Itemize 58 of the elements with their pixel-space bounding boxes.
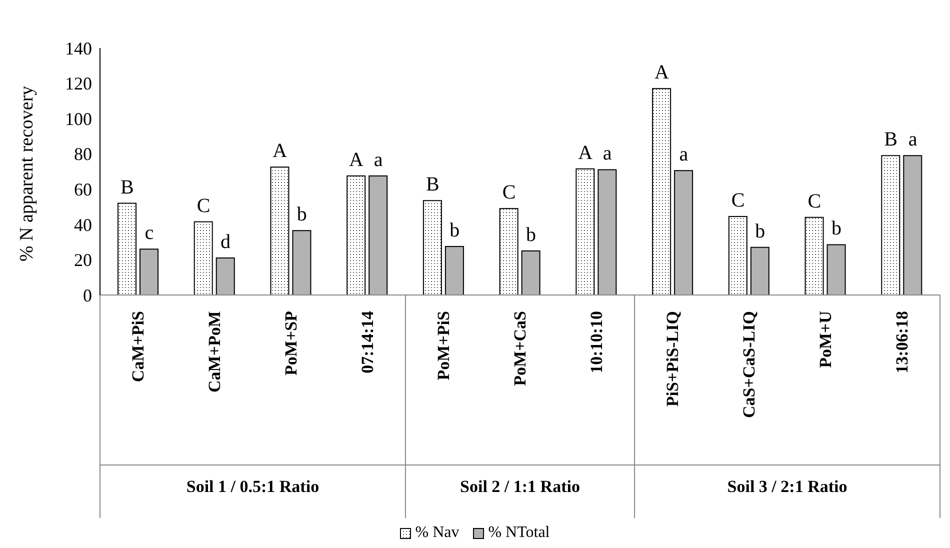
annotation: A xyxy=(349,148,364,171)
y-tick-label: 120 xyxy=(65,74,92,94)
annotation: a xyxy=(679,144,688,166)
annotation: B xyxy=(426,174,440,196)
annotation: b xyxy=(831,218,842,240)
legend-label: % Nav xyxy=(414,524,460,542)
bar xyxy=(903,155,922,295)
x-tick-label: PiS+PiS-LIQ xyxy=(663,311,682,407)
x-tick-label: CaM+PiS xyxy=(128,311,148,382)
bar xyxy=(140,248,158,295)
y-tick-label: 140 xyxy=(65,38,92,58)
annotation: B xyxy=(120,176,134,198)
annotation: a xyxy=(602,142,612,165)
x-tick-label: PoM+PiS xyxy=(434,311,454,380)
annotation: c xyxy=(144,222,154,244)
text: Soil 3 / 2:1 Ratio xyxy=(727,477,848,496)
x-tick-label: 10:10:10 xyxy=(586,311,606,374)
annotation: C xyxy=(196,194,210,217)
annotation: a xyxy=(908,128,918,151)
y-tick-label: 40 xyxy=(74,214,92,235)
bar xyxy=(292,230,312,295)
bar xyxy=(674,170,694,295)
annotation: C xyxy=(731,189,745,212)
annotation: b xyxy=(450,219,460,242)
annotation: A xyxy=(578,142,594,164)
annotation: B xyxy=(884,128,898,151)
bar xyxy=(368,175,388,295)
annotation: C xyxy=(502,182,516,204)
text: Soil 1 / 0.5:1 Ratio xyxy=(186,477,320,496)
x-tick-label: PoM+SP xyxy=(281,311,300,376)
annotation: b xyxy=(755,220,766,242)
annotation: a xyxy=(374,148,383,171)
y-tick-label: 100 xyxy=(65,108,92,129)
bar xyxy=(444,246,464,295)
bar xyxy=(521,250,540,295)
annotation: b xyxy=(296,204,307,226)
x-tick-label: 13:06:18 xyxy=(892,311,912,374)
text: Soil 2 / 1:1 Ratio xyxy=(460,477,580,496)
x-tick-label: 07:14:14 xyxy=(358,310,377,374)
legend-label: % NTotal xyxy=(487,524,550,542)
bar xyxy=(216,257,235,295)
x-tick-label: CaM+PoM xyxy=(205,311,224,392)
annotation: C xyxy=(808,190,822,212)
x-tick-label: PoM+U xyxy=(816,311,835,368)
x-tick-label: PoM+CaS xyxy=(510,311,530,386)
annotation: A xyxy=(272,140,288,162)
annotation: b xyxy=(526,224,536,246)
y-tick-label: 60 xyxy=(74,180,92,200)
y-tick-label: 20 xyxy=(74,250,92,270)
y-tick-label: 0 xyxy=(83,285,92,306)
bar xyxy=(598,169,617,295)
y-tick-label: 80 xyxy=(74,144,92,164)
x-tick-label: CaS+CaS-LIQ xyxy=(740,311,759,418)
annotation: A xyxy=(654,62,670,84)
bar xyxy=(826,244,846,295)
y-axis-title: % N apparent recovery xyxy=(16,85,38,262)
annotation: d xyxy=(220,230,231,253)
bar xyxy=(750,246,770,295)
